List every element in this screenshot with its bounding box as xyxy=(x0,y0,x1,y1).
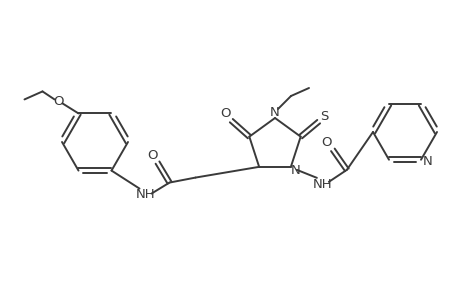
Text: S: S xyxy=(320,110,328,123)
Text: NH: NH xyxy=(313,178,332,191)
Text: NH: NH xyxy=(135,188,155,201)
Text: N: N xyxy=(422,155,432,168)
Text: O: O xyxy=(321,136,331,149)
Text: N: N xyxy=(269,106,279,118)
Text: O: O xyxy=(219,107,230,120)
Text: O: O xyxy=(147,149,157,162)
Text: N: N xyxy=(291,164,300,177)
Text: O: O xyxy=(53,95,64,108)
